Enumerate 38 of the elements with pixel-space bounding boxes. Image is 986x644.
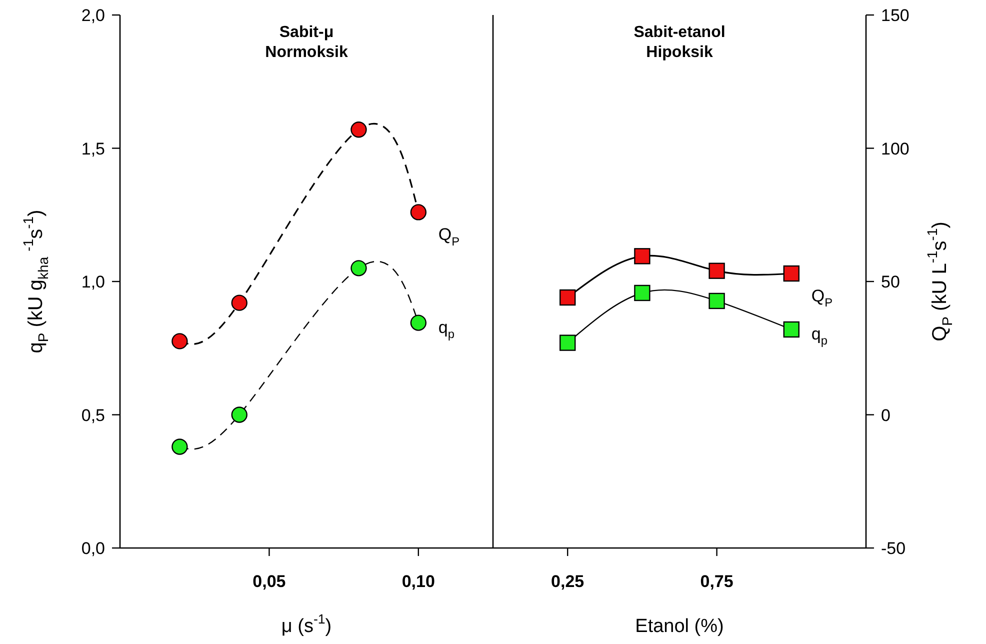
series-label: q$_{p}$	[811, 324, 828, 348]
y-tick-label: 0,0	[81, 539, 105, 558]
y-tick-label: 1,5	[81, 139, 105, 158]
y-tick-label: 2,0	[81, 6, 105, 25]
point	[634, 248, 650, 264]
x-tick-label: 0,05	[252, 572, 286, 591]
point	[783, 265, 800, 282]
point	[708, 262, 725, 279]
text: Sabit-μ Normoksik	[265, 24, 348, 61]
x-axis-title: μ (s$^{-1}$)	[281, 611, 332, 637]
y2-tick-label: -50	[881, 539, 906, 558]
y2-tick-label: 150	[881, 6, 910, 25]
point	[410, 314, 426, 331]
x-tick-label: 0,25	[551, 572, 584, 591]
y-tick-label: 1,0	[81, 272, 105, 292]
point	[410, 204, 426, 220]
x-axis-title: Etanol (%)	[635, 616, 724, 637]
point	[560, 334, 576, 351]
point	[231, 406, 248, 423]
point	[350, 121, 367, 138]
text: Sabit-etanol Hipoksik	[634, 24, 726, 61]
series-label: Q$_{P}$	[811, 286, 833, 310]
x-tick-label: 0,75	[700, 572, 734, 591]
x-tick-label: 0,10	[402, 572, 435, 591]
point	[172, 438, 188, 455]
point	[350, 260, 367, 276]
point	[783, 321, 800, 338]
series-label: Q$_{P}$	[438, 225, 460, 248]
point	[708, 292, 725, 310]
point	[231, 294, 248, 311]
point	[560, 289, 576, 306]
y2-tick-label: 50	[881, 272, 900, 292]
point	[172, 333, 188, 350]
y-tick-label: 0,5	[81, 406, 105, 425]
series-label: q$_{p}$	[438, 318, 455, 341]
y2-tick-label: 100	[881, 139, 910, 158]
point	[634, 284, 650, 302]
y2-tick-label: 0	[881, 406, 890, 425]
